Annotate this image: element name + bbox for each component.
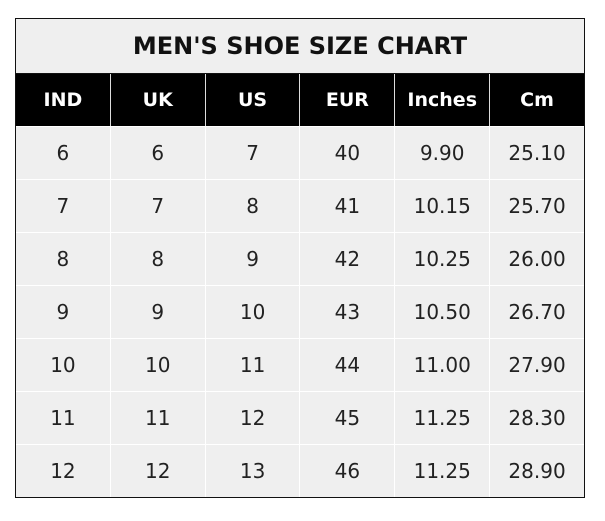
table-body: 6 6 7 40 9.90 25.10 7 7 8 41 10.15 25.70 8 8 9 42 10.25 2… xyxy=(16,126,584,497)
table-cell: 11 xyxy=(109,392,205,444)
table-cell: 41 xyxy=(299,180,394,232)
table-cell: 10.25 xyxy=(394,233,489,285)
table-cell: 7 xyxy=(204,127,300,179)
chart-title: MEN'S SHOE SIZE CHART xyxy=(16,19,584,74)
table-cell: 6 xyxy=(56,141,70,165)
table-cell: 44 xyxy=(299,339,394,391)
size-chart-table: MEN'S SHOE SIZE CHART IND UK US EUR Inches Cm… xyxy=(15,18,585,498)
table-row: 11 11 12 45 11.25 28.30 xyxy=(16,391,584,444)
table-cell: 10.50 xyxy=(394,286,489,338)
table-cell: 11.25 xyxy=(394,445,489,497)
table-cell: 6 xyxy=(109,127,205,179)
table-row: 10 10 11 44 11.00 27.90 xyxy=(16,338,584,391)
table-cell: 40 xyxy=(299,127,394,179)
table-row: 7 7 8 41 10.15 25.70 xyxy=(16,179,584,232)
table-cell: 9 xyxy=(56,300,70,324)
table-cell: 46 xyxy=(299,445,394,497)
table-cell: 26.00 xyxy=(489,233,584,285)
table-row: 9 9 10 43 10.50 26.70 xyxy=(16,285,584,338)
table-cell: 11.25 xyxy=(394,392,489,444)
table-cell: 10 xyxy=(109,339,205,391)
table-cell: 43 xyxy=(299,286,394,338)
table-cell: 12 xyxy=(109,445,205,497)
table-cell: 7 xyxy=(109,180,205,232)
table-cell: 13 xyxy=(204,445,300,497)
table-cell: 28.30 xyxy=(489,392,584,444)
table-cell: 25.10 xyxy=(489,127,584,179)
column-header: UK xyxy=(109,74,205,126)
table-cell: 9 xyxy=(204,233,300,285)
column-header: US xyxy=(204,74,300,126)
table-row: 6 6 7 40 9.90 25.10 xyxy=(16,126,584,179)
table-cell: 8 xyxy=(56,247,70,271)
header-row: IND UK US EUR Inches Cm xyxy=(16,74,584,126)
table-cell: 9 xyxy=(109,286,205,338)
column-header: IND xyxy=(43,89,83,111)
column-header: Cm xyxy=(489,74,584,126)
table-cell: 8 xyxy=(204,180,300,232)
table-cell: 8 xyxy=(109,233,205,285)
table-cell: 12 xyxy=(50,459,76,483)
table-cell: 10.15 xyxy=(394,180,489,232)
table-cell: 25.70 xyxy=(489,180,584,232)
table-cell: 10 xyxy=(204,286,300,338)
table-cell: 11.00 xyxy=(394,339,489,391)
table-row: 8 8 9 42 10.25 26.00 xyxy=(16,232,584,285)
table-row: 12 12 13 46 11.25 28.90 xyxy=(16,444,584,497)
table-cell: 11 xyxy=(50,406,76,430)
table-cell: 11 xyxy=(204,339,300,391)
table-cell: 42 xyxy=(299,233,394,285)
table-cell: 26.70 xyxy=(489,286,584,338)
table-cell: 28.90 xyxy=(489,445,584,497)
table-cell: 12 xyxy=(204,392,300,444)
column-header: Inches xyxy=(394,74,489,126)
table-cell: 9.90 xyxy=(394,127,489,179)
table-cell: 45 xyxy=(299,392,394,444)
table-cell: 10 xyxy=(50,353,76,377)
table-cell: 27.90 xyxy=(489,339,584,391)
column-header: EUR xyxy=(299,74,394,126)
table-cell: 7 xyxy=(56,194,70,218)
